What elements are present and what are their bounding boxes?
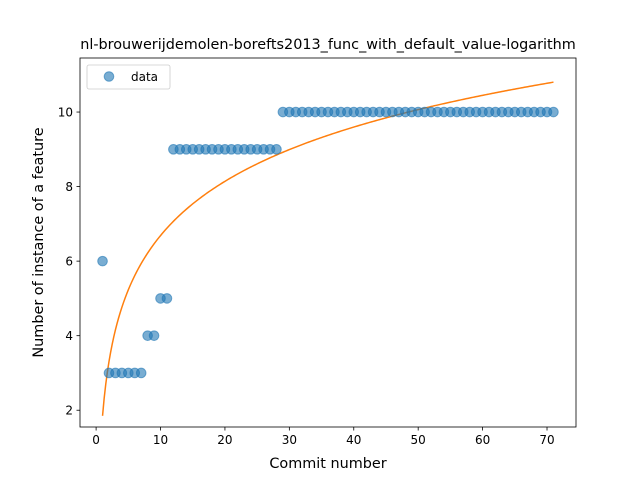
data-point xyxy=(161,293,173,304)
chart-title: nl-brouwerijdemolen-borefts2013_func_wit… xyxy=(80,37,576,53)
x-axis-label: Commit number xyxy=(269,456,386,472)
data-points-layer xyxy=(97,106,559,379)
x-tick-label: 10 xyxy=(153,433,168,447)
y-tick-label: 4 xyxy=(65,329,73,343)
x-tick-label: 0 xyxy=(92,433,100,447)
data-point xyxy=(148,330,160,341)
fit-line-layer xyxy=(101,81,554,416)
y-axis-label: Number of instance of a feature xyxy=(31,127,47,357)
x-tick-label: 20 xyxy=(217,433,232,447)
x-axis-ticks: 0 10 20 30 40 50 60 70 xyxy=(92,427,555,447)
x-tick-label: 60 xyxy=(475,433,490,447)
plot-frame xyxy=(79,57,577,428)
y-tick-label: 6 xyxy=(65,255,73,269)
x-tick-label: 30 xyxy=(282,433,297,447)
x-tick-label: 50 xyxy=(411,433,426,447)
legend: data xyxy=(86,64,171,90)
y-tick-label: 2 xyxy=(65,404,73,418)
y-tick-label: 8 xyxy=(65,180,73,194)
legend-label-data: data xyxy=(131,70,158,84)
data-point xyxy=(548,106,559,118)
x-tick-label: 70 xyxy=(539,433,554,447)
y-axis-ticks: 2 4 6 8 10 xyxy=(58,106,80,418)
y-tick-label: 10 xyxy=(58,106,73,120)
data-point xyxy=(97,255,108,267)
data-point xyxy=(271,144,282,155)
legend-marker-data xyxy=(103,71,115,82)
plot-area xyxy=(80,58,576,427)
fit-line xyxy=(101,81,554,416)
legend-box xyxy=(86,64,171,90)
data-point xyxy=(135,367,147,379)
x-tick-label: 40 xyxy=(346,433,361,447)
